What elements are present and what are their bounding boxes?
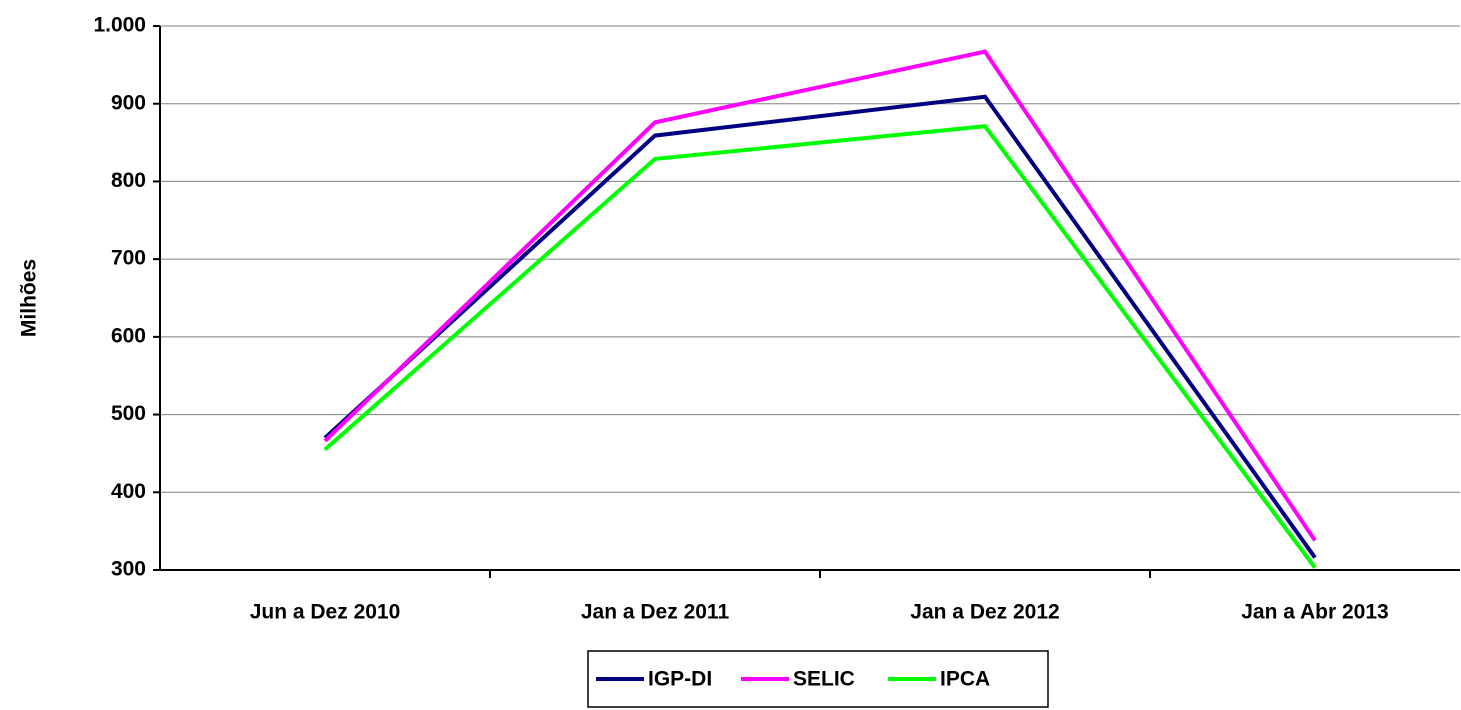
line-series xyxy=(323,49,1317,542)
y-tick-label: 400 xyxy=(111,480,146,503)
legend-box xyxy=(587,650,1049,708)
line-series xyxy=(323,94,1317,559)
y-tick-label: 900 xyxy=(111,91,146,114)
y-tick-label: 800 xyxy=(111,169,146,192)
y-tick-label: 1.000 xyxy=(93,14,146,37)
x-tick-label: Jan a Abr 2013 xyxy=(1241,601,1388,624)
y-tick-label: 300 xyxy=(111,558,146,581)
legend-label: SELIC xyxy=(793,668,855,691)
legend-label: IGP-DI xyxy=(648,668,712,691)
y-tick-label: 600 xyxy=(111,324,146,347)
y-tick-label: 700 xyxy=(111,247,146,270)
x-tick-label: Jan a Dez 2012 xyxy=(910,601,1059,624)
y-tick-label: 500 xyxy=(111,402,146,425)
legend-label: IPCA xyxy=(940,668,990,691)
y-axis-label: Milhões xyxy=(18,259,41,337)
x-tick-label: Jun a Dez 2010 xyxy=(250,601,401,624)
x-tick-label: Jan a Dez 2011 xyxy=(581,601,730,624)
legend: IGP-DI SELIC IPCA xyxy=(587,650,1049,708)
line-series xyxy=(323,124,1317,569)
